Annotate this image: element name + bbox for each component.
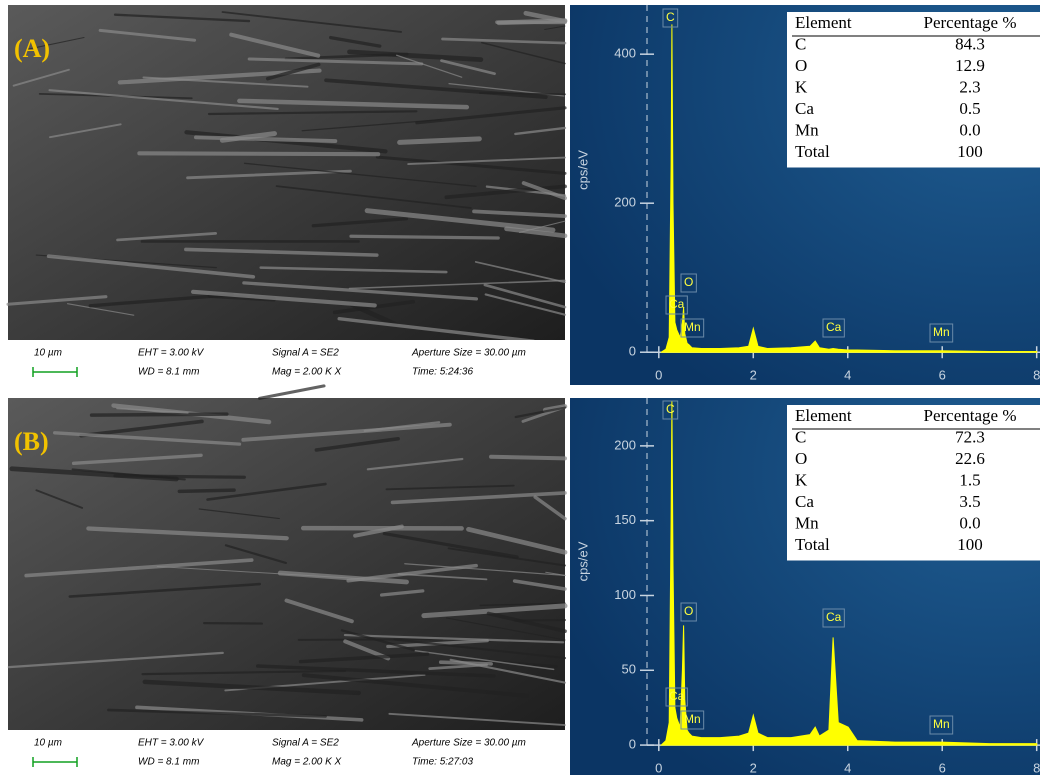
sem-texture bbox=[441, 662, 491, 664]
sem-texture bbox=[491, 457, 565, 459]
peak-label: Ca bbox=[826, 610, 842, 624]
figure: (A) 10 µm EHT = 3.00 kV WD = 8.1 mm Signal A… bbox=[0, 0, 1040, 780]
table-header: Percentage % bbox=[924, 13, 1017, 32]
table-cell: C bbox=[795, 34, 806, 53]
peak-label: Mn bbox=[933, 325, 950, 339]
info-eht: EHT = 3.00 kV bbox=[138, 738, 205, 749]
sem-texture bbox=[139, 153, 378, 154]
table-header: Percentage % bbox=[924, 406, 1017, 425]
table-cell: Total bbox=[795, 535, 830, 554]
peak-label: O bbox=[684, 275, 693, 289]
table-cell: Mn bbox=[795, 120, 819, 139]
x-tick-label: 8 bbox=[1033, 368, 1040, 383]
peak-label: Ca bbox=[669, 297, 685, 311]
info-aperture: Aperture Size = 30.00 µm bbox=[411, 348, 526, 359]
x-tick-label: 0 bbox=[655, 761, 662, 776]
info-time: Time: 5:27:03 bbox=[412, 757, 473, 768]
info-time: Time: 5:24:36 bbox=[412, 367, 473, 378]
x-tick-label: 4 bbox=[844, 368, 851, 383]
info-mag: Mag = 2.00 K X bbox=[272, 757, 342, 768]
peak-label: O bbox=[684, 604, 693, 618]
peak-label: Mn bbox=[684, 712, 701, 726]
table-cell: 22.6 bbox=[955, 449, 985, 468]
x-tick-label: 8 bbox=[1033, 761, 1040, 776]
y-tick-label: 200 bbox=[614, 437, 636, 452]
peak-label: C bbox=[666, 10, 675, 24]
scale-text: 10 µm bbox=[34, 738, 62, 749]
table-cell: 2.3 bbox=[959, 77, 980, 96]
info-wd: WD = 8.1 mm bbox=[138, 367, 199, 378]
y-tick-label: 50 bbox=[622, 662, 636, 677]
panel-label: (A) bbox=[14, 34, 50, 63]
sem-image bbox=[8, 398, 565, 730]
y-tick-label: 400 bbox=[614, 46, 636, 61]
info-signal: Signal A = SE2 bbox=[272, 738, 339, 749]
x-tick-label: 4 bbox=[844, 761, 851, 776]
sem-texture bbox=[515, 620, 565, 621]
table-cell: Ca bbox=[795, 99, 814, 118]
table-cell: 0.0 bbox=[959, 513, 980, 532]
info-eht: EHT = 3.00 kV bbox=[138, 348, 205, 359]
table-cell: 12.9 bbox=[955, 56, 985, 75]
x-tick-label: 6 bbox=[939, 368, 946, 383]
table-cell: Ca bbox=[795, 492, 814, 511]
sem-texture bbox=[351, 236, 498, 238]
x-tick-label: 6 bbox=[939, 761, 946, 776]
table-header: Element bbox=[795, 13, 852, 32]
table-cell: C bbox=[795, 427, 806, 446]
x-tick-label: 0 bbox=[655, 368, 662, 383]
table-cell: K bbox=[795, 77, 808, 96]
table-cell: O bbox=[795, 56, 807, 75]
y-tick-label: 100 bbox=[614, 587, 636, 602]
peak-label: C bbox=[666, 402, 675, 416]
table-cell: 0.0 bbox=[959, 120, 980, 139]
sem-texture bbox=[260, 386, 324, 398]
info-wd: WD = 8.1 mm bbox=[138, 757, 199, 768]
sem-texture bbox=[179, 490, 234, 491]
x-tick-label: 2 bbox=[750, 368, 757, 383]
info-mag: Mag = 2.00 K X bbox=[272, 367, 342, 378]
table-cell: 3.5 bbox=[959, 492, 980, 511]
sem-texture bbox=[400, 139, 480, 143]
table-cell: 84.3 bbox=[955, 34, 985, 53]
peak-label: Mn bbox=[933, 717, 950, 731]
table-cell: 72.3 bbox=[955, 427, 985, 446]
table-header: Element bbox=[795, 406, 852, 425]
peak-label: Mn bbox=[684, 320, 701, 334]
table-cell: 1.5 bbox=[959, 470, 980, 489]
info-signal: Signal A = SE2 bbox=[272, 348, 339, 359]
y-tick-label: 200 bbox=[614, 195, 636, 210]
table-cell: O bbox=[795, 449, 807, 468]
peak-label: Ca bbox=[826, 320, 842, 334]
scale-text: 10 µm bbox=[34, 348, 62, 359]
table-cell: 100 bbox=[957, 142, 983, 161]
x-tick-label: 2 bbox=[750, 761, 757, 776]
table-cell: 0.5 bbox=[959, 99, 980, 118]
y-tick-label: 0 bbox=[629, 344, 636, 359]
y-tick-label: 150 bbox=[614, 512, 636, 527]
table-cell: 100 bbox=[957, 535, 983, 554]
info-aperture: Aperture Size = 30.00 µm bbox=[411, 738, 526, 749]
table-cell: Mn bbox=[795, 513, 819, 532]
y-tick-label: 0 bbox=[629, 737, 636, 752]
sem-texture bbox=[92, 414, 227, 415]
y-axis-label: cps/eV bbox=[575, 150, 590, 190]
peak-label: Ca bbox=[669, 689, 685, 703]
panel-label: (B) bbox=[14, 427, 49, 456]
table-cell: Total bbox=[795, 142, 830, 161]
table-cell: K bbox=[795, 470, 808, 489]
y-axis-label: cps/eV bbox=[575, 541, 590, 581]
